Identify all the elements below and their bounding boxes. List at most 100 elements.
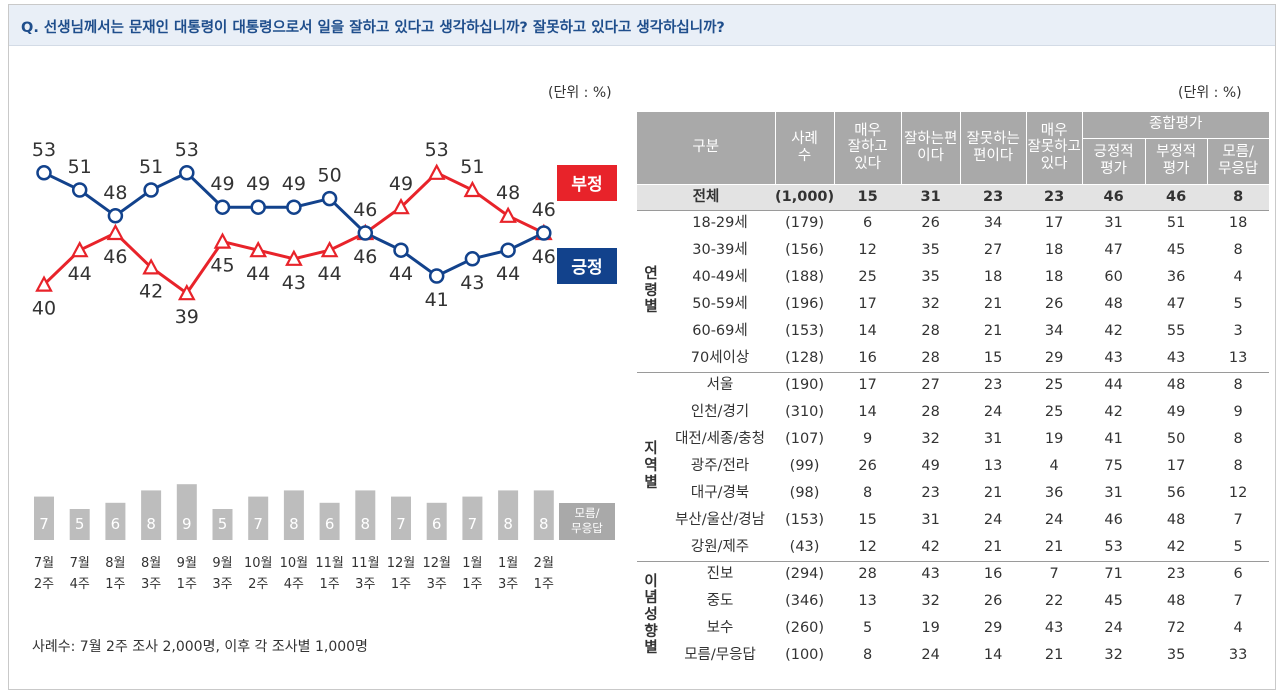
header-dk: 모름/무응답 xyxy=(1207,138,1270,185)
x-tick-label: 1주 xyxy=(105,577,125,592)
cell-value: 31 xyxy=(921,512,940,529)
dk-bar-value: 7 xyxy=(39,515,49,533)
dk-bar xyxy=(426,502,447,540)
negative-point xyxy=(70,240,89,258)
dk-bar-value: 7 xyxy=(253,515,263,533)
cell-value: 36 xyxy=(1044,485,1064,502)
cell-value: 25 xyxy=(1044,404,1064,421)
header-line: 편이다 xyxy=(973,147,1014,164)
cell-value: 49 xyxy=(1166,404,1186,421)
cell-value: (1,000) xyxy=(775,184,835,211)
cell-value: 21 xyxy=(1044,647,1064,664)
total-row: 전체 (1,000) 15 31 23 23 46 46 8 xyxy=(637,184,1270,211)
positive-value-label: 53 xyxy=(32,139,56,161)
positive-value-label: 46 xyxy=(353,199,377,221)
header-line: 잘못하는 xyxy=(966,131,1020,148)
negative-point xyxy=(177,283,196,301)
x-tick-label: 12월 xyxy=(387,556,416,571)
header-line: 긍정적 xyxy=(1093,144,1134,161)
table-row: 이 념 성 향 별 진보 (294) 28 43 16 7 71 23 6 xyxy=(637,560,1270,669)
x-tick-label: 3주 xyxy=(355,577,375,592)
dk-bar xyxy=(283,490,304,540)
cell-value: 8 xyxy=(1233,431,1243,448)
positive-value-label: 49 xyxy=(246,173,270,195)
cell-value: 47 xyxy=(1104,242,1123,259)
cell-value: 8 xyxy=(863,485,873,502)
x-tick-label: 9월 xyxy=(177,556,197,571)
cell-value: 31 xyxy=(901,184,961,211)
cell-value: 48 xyxy=(1166,512,1186,529)
positive-point xyxy=(214,199,231,215)
negative-point xyxy=(427,163,446,180)
negative-value-label: 44 xyxy=(68,263,92,285)
header-line: 잘못하고 xyxy=(1027,139,1081,156)
cell-value: 15 xyxy=(834,184,902,211)
table-unit-label: (단위 : %) xyxy=(1178,85,1242,101)
table-row: 강원/제주 (43) 12 42 21 21 53 42 5 xyxy=(637,534,1269,561)
cell-value: 23 xyxy=(1145,560,1208,588)
header-line: 평가 xyxy=(1162,161,1190,177)
x-tick-label: 3주 xyxy=(212,577,232,592)
row-label: 60-69세 xyxy=(692,323,748,340)
approval-trend-chart: 7 5 6 8 9 5 7 8 6 8 7 6 7 8 8 모름/무응답 7월 2주 7월 4주 8월 1주 8월 3주 9월 1… xyxy=(32,139,617,592)
x-tick-label: 9월 xyxy=(212,556,232,571)
cell-value: (98) xyxy=(789,485,820,502)
negative-value-label: 46 xyxy=(532,246,556,268)
cell-value: 35 xyxy=(1166,647,1186,664)
positive-legend-box xyxy=(557,248,617,284)
table-row: 40-49세 (188) 25 35 18 18 60 36 4 xyxy=(637,264,1269,291)
chart-unit-label: (단위 : %) xyxy=(548,85,612,101)
cell-value: 55 xyxy=(1166,323,1186,340)
cell-value: (310) xyxy=(785,404,825,421)
cell-value: 32 xyxy=(921,431,940,448)
cell-value: 72 xyxy=(1166,620,1186,637)
dk-bar-value: 7 xyxy=(396,515,406,533)
cell-value: 46 xyxy=(1145,184,1208,211)
cell-value: 23 xyxy=(960,184,1027,211)
cell-value: 35 xyxy=(921,269,940,286)
cell-value: (128) xyxy=(785,349,825,366)
row-label: 전체 xyxy=(637,184,775,211)
dk-bar-value: 8 xyxy=(146,515,156,533)
cell-value: 43 xyxy=(901,560,961,588)
dk-bar xyxy=(34,496,54,540)
cell-value: 13 xyxy=(983,458,1003,475)
cell-value: 18 xyxy=(1044,269,1064,286)
cell-value: 21 xyxy=(983,296,1003,313)
positive-point xyxy=(464,251,481,267)
dk-bar xyxy=(498,490,519,540)
negative-value-label: 40 xyxy=(32,298,56,320)
cell-value: 43 xyxy=(1166,349,1186,366)
dk-bar-value: 8 xyxy=(539,515,549,533)
cell-value: (294) xyxy=(775,560,835,588)
dk-bar xyxy=(462,496,483,540)
row-label: 대구/경북 xyxy=(690,485,750,502)
cell-value: 28 xyxy=(834,560,902,588)
negative-value-label: 49 xyxy=(389,173,413,195)
cell-value: 24 xyxy=(983,404,1003,421)
dk-bar-value: 7 xyxy=(468,515,478,533)
positive-point xyxy=(143,182,159,198)
cell-value: 17 xyxy=(858,296,877,313)
cell-value: 48 xyxy=(1145,371,1208,399)
positive-point xyxy=(71,182,88,198)
positive-point xyxy=(321,190,338,207)
cell-value: 5 xyxy=(863,620,873,637)
dk-bar-value: 9 xyxy=(182,515,192,533)
group-label-char: 향 xyxy=(644,623,658,640)
x-tick-label: 3주 xyxy=(141,577,161,592)
cell-value: 41 xyxy=(1104,431,1123,448)
header-line: 무응답 xyxy=(1218,161,1259,177)
row-label: 광주/전라 xyxy=(690,458,750,475)
cell-value: 43 xyxy=(1104,349,1123,366)
cell-value: 23 xyxy=(921,485,940,502)
header-line: 사례 xyxy=(791,131,818,148)
cell-value: 7 xyxy=(1233,512,1243,529)
x-tick-label: 7월 xyxy=(34,556,54,571)
cell-value: 8 xyxy=(1207,371,1270,399)
cell-value: 19 xyxy=(921,620,940,637)
negative-legend-label: 부정 xyxy=(571,175,602,195)
header-line: 잘하는편 xyxy=(903,131,958,148)
